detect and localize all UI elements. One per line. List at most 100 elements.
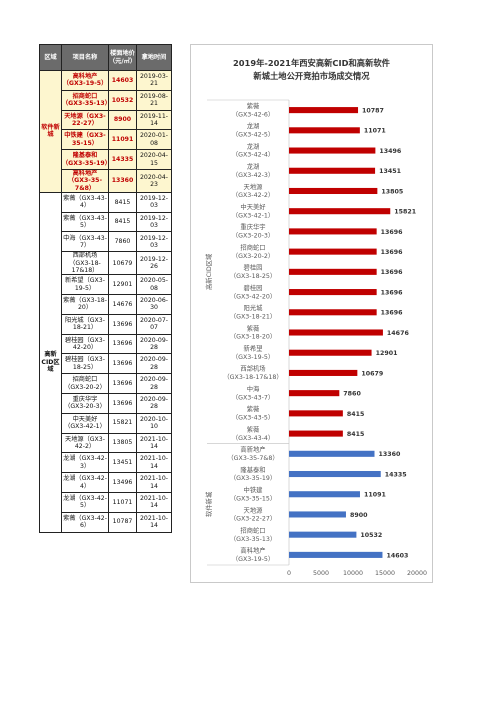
bar	[289, 551, 383, 558]
date-cell: 2019-12-03	[136, 211, 172, 233]
x-tick-label: 10000	[343, 570, 363, 577]
project-name-cell: 紫薇（GX3-18-20）	[61, 293, 109, 315]
price-cell: 15821	[108, 412, 137, 434]
bar-value-label: 11091	[364, 492, 386, 499]
bar	[289, 491, 360, 498]
bar-chart: 2019年-2021年西安高新CID和高新软件 新城土地公开竞拍市场成交情况 1…	[190, 44, 433, 583]
category-label: 西部机场	[240, 364, 265, 373]
group-label: 高新CID区域	[204, 253, 213, 290]
table-row: 新希望（GX3-19-5） 12901 2020-05-08	[40, 274, 172, 295]
category-label: 紫薇	[247, 323, 260, 332]
category-code-label: （GX3-35-7&8）	[227, 455, 278, 462]
price-cell: 13805	[108, 432, 137, 454]
project-name-cell: 紫薇（GX3-42-6）	[61, 511, 109, 533]
table-row: 紫薇（GX3-43-5） 8415 2019-12-03	[40, 211, 172, 233]
category-label: 重庆华宇	[240, 222, 265, 231]
project-name-cell: 龙湖（GX3-42-5）	[61, 491, 109, 513]
bar-value-label: 13805	[381, 188, 403, 195]
x-tick-label: 5000	[313, 570, 329, 577]
project-name-cell: 天地源（GX3-22-27）	[61, 109, 109, 131]
bar-value-label: 14335	[385, 471, 407, 478]
category-label: 龙湖	[247, 162, 260, 171]
project-name-cell: 西部机场（GX3-18-17&18）	[61, 251, 109, 276]
category-code-label: （GX3-42-4）	[232, 152, 274, 159]
category-label: 高新地产	[240, 445, 265, 454]
category-code-label: （GX3-20-2）	[232, 253, 274, 260]
category-code-label: （GX3-42-6）	[232, 111, 274, 118]
category-code-label: （GX3-42-20）	[230, 293, 276, 300]
table-row: 西部机场（GX3-18-17&18） 10679 2019-12-26	[40, 251, 172, 276]
table-body: 软件新城 高科地产（GX3-19-5） 14603 2019-03-21 招商蛇口（GX…	[39, 70, 172, 533]
category-label: 碧桂园	[244, 263, 263, 272]
date-cell: 2019-12-26	[136, 251, 172, 276]
project-name-cell: 高科地产（GX3-35-7&8）	[61, 168, 109, 193]
price-cell: 8900	[108, 109, 137, 131]
table-row: 天地源（GX3-22-27） 8900 2019-11-14	[40, 109, 172, 131]
date-cell: 2021-10-14	[136, 472, 172, 493]
table-row: 紫薇（GX3-42-6） 10787 2021-10-14	[40, 511, 172, 533]
project-name-cell: 天地源（GX3-42-2）	[61, 432, 109, 454]
bar-value-label: 11071	[364, 128, 386, 135]
bar	[289, 410, 343, 417]
category-label: 中天美好	[240, 202, 266, 211]
header-region: 区域	[39, 44, 62, 71]
category-label: 阳光城	[244, 303, 264, 312]
chart-plot-area: 10787紫薇（GX3-42-6）11071龙湖（GX3-42-5）13496龙…	[204, 99, 427, 577]
category-label: 紫薇	[247, 101, 260, 110]
bar-value-label: 13360	[379, 451, 402, 458]
project-name-cell: 新希望（GX3-19-5）	[61, 274, 109, 295]
category-code-label: （GX3-35-19）	[230, 475, 276, 482]
bar-value-label: 14603	[386, 552, 408, 559]
price-cell: 13696	[108, 373, 137, 394]
bar	[289, 187, 378, 195]
category-label: 隆基泰和	[240, 465, 265, 474]
date-cell: 2020-09-28	[136, 353, 172, 375]
project-name-cell: 龙湖（GX3-42-4）	[61, 472, 109, 493]
table-row: 软件新城 高科地产（GX3-19-5） 14603 2019-03-21	[39, 70, 172, 193]
bar-value-label: 12901	[376, 350, 398, 357]
bar-value-label: 8900	[350, 512, 368, 519]
bar	[289, 289, 377, 296]
x-tick-label: 0	[287, 570, 291, 577]
price-cell: 11071	[108, 491, 137, 513]
category-code-label: （GX3-43-4）	[232, 435, 274, 442]
price-cell: 13360	[108, 168, 137, 193]
project-name-cell: 隆基泰和（GX3-35-19）	[61, 149, 109, 170]
project-name-cell: 重庆华宇（GX3-20-3）	[61, 392, 109, 414]
bar	[289, 107, 359, 114]
bar	[289, 248, 377, 255]
price-cell: 7860	[108, 231, 137, 253]
project-name-cell: 招商蛇口（GX3-35-13）	[61, 89, 109, 111]
price-cell: 13696	[108, 313, 137, 335]
project-name-cell: 中天美好（GX3-42-1）	[61, 412, 109, 434]
project-name-cell: 中铁建（GX3-35-15）	[61, 129, 109, 151]
bar	[289, 531, 357, 538]
price-cell: 13696	[108, 353, 137, 375]
price-cell: 13696	[108, 333, 137, 355]
date-cell: 2019-12-03	[136, 191, 172, 213]
group-label: 软件新城	[204, 491, 213, 517]
category-code-label: （GX3-20-3）	[232, 233, 274, 240]
date-cell: 2020-09-28	[136, 333, 172, 355]
bar-value-label: 14676	[387, 330, 410, 337]
date-cell: 2020-10-10	[136, 412, 172, 434]
category-label: 碧桂园	[244, 283, 263, 292]
region-cell: 高新CID区域	[39, 191, 62, 533]
date-cell: 2020-01-08	[136, 129, 172, 151]
date-cell: 2020-05-08	[136, 274, 172, 295]
category-code-label: （GX3-35-15）	[230, 495, 276, 502]
price-cell: 13496	[108, 472, 137, 493]
bar	[289, 390, 340, 397]
bar-value-label: 10679	[361, 370, 383, 377]
category-code-label: （GX3-42-1）	[232, 212, 274, 219]
bar	[289, 369, 358, 376]
date-cell: 2019-11-14	[136, 109, 172, 131]
chart-title-line-1: 2019年-2021年西安高新CID和高新软件	[233, 58, 390, 68]
bar	[289, 309, 377, 316]
category-code-label: （GX3-42-3）	[232, 172, 274, 179]
bar-value-label: 13696	[381, 269, 404, 276]
table-row: 高科地产（GX3-35-7&8） 13360 2020-04-23	[40, 168, 172, 193]
table-row: 龙湖（GX3-42-4） 13496 2021-10-14	[40, 472, 172, 493]
bar-value-label: 13696	[381, 229, 404, 236]
date-cell: 2020-09-28	[136, 392, 172, 414]
